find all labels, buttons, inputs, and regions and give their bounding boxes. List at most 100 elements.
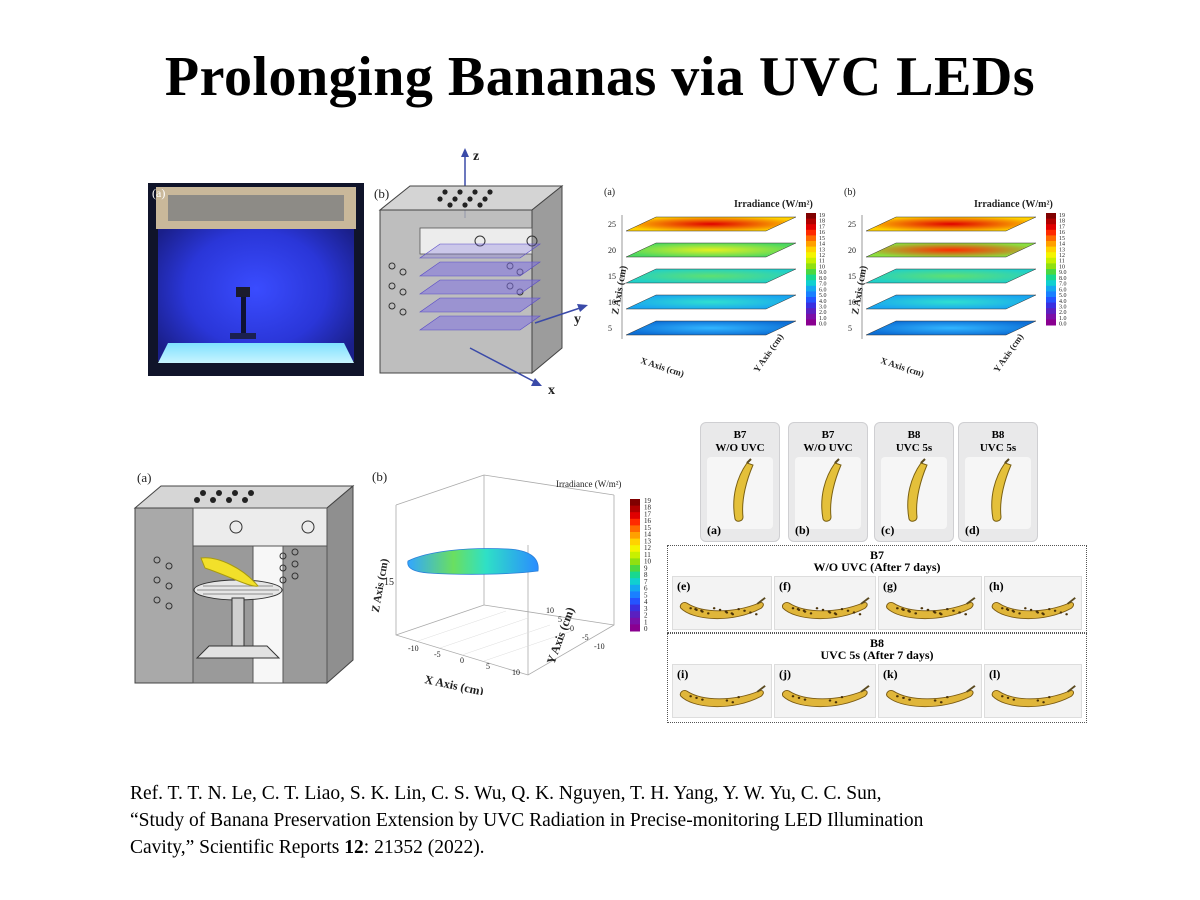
- tile-tag: (g): [883, 579, 897, 593]
- axis-y-label: y: [574, 312, 581, 327]
- tile-tag: (l): [989, 667, 1001, 681]
- z-tick: 25: [848, 220, 856, 229]
- banana-photo: [881, 457, 947, 529]
- tile-tag: (i): [677, 667, 689, 681]
- colorbar-swatch: [630, 551, 640, 559]
- colorbar-swatch: [630, 558, 640, 566]
- card-line2: UVC 5s: [895, 442, 933, 454]
- z-tick: 15: [608, 272, 616, 281]
- banana-after-photo: (f): [774, 576, 876, 630]
- colorbar-tick: 14: [644, 531, 652, 539]
- irradiance-plane: [865, 216, 1037, 232]
- reference-volume: 12: [344, 837, 364, 858]
- fig2-panel-label: (b): [844, 187, 856, 198]
- banana-after-photo: (k): [878, 664, 982, 718]
- banana-card: B7 W/O UVC (b): [788, 422, 868, 542]
- colorbar-tick: 19: [644, 497, 652, 505]
- z-tick: 10: [848, 298, 856, 307]
- colorbar-tick: 10: [819, 264, 825, 270]
- colorbar-swatch: [1046, 319, 1056, 326]
- colorbar-tick: 2.0: [1059, 310, 1067, 316]
- colorbar-tick: 4: [644, 598, 648, 606]
- colorbar-tick: 18: [819, 219, 825, 225]
- y-tick: 10: [546, 606, 554, 615]
- colorbar-swatch: [1046, 269, 1056, 276]
- colorbar-swatch: [1046, 297, 1056, 304]
- colorbar-swatch: [806, 218, 816, 225]
- colorbar-swatch: [630, 518, 640, 526]
- axis-z-label: z: [473, 149, 479, 164]
- colorbar-swatch: [806, 269, 816, 276]
- banana-after-photo: (i): [672, 664, 772, 718]
- colorbar-tick: 5.0: [819, 293, 827, 299]
- colorbar-tick: 6: [644, 585, 648, 593]
- colorbar-tick: 9.0: [819, 270, 827, 276]
- colorbar-swatch: [630, 591, 640, 599]
- colorbar-tick: 17: [1059, 224, 1065, 230]
- colorbar-tick: 1.0: [1059, 316, 1067, 322]
- fig3-panel-b-label: (b): [372, 469, 387, 484]
- banana-after-photo: (j): [774, 664, 876, 718]
- colorbar-tick: 11: [644, 551, 651, 559]
- fig2-y-axis-label: Y Axis (cm): [991, 332, 1025, 374]
- irradiance-plane: [625, 268, 797, 284]
- colorbar-swatch: [630, 499, 640, 507]
- colorbar-tick: 10: [644, 558, 652, 566]
- fig3-x-axis-label: X Axis (cm): [423, 672, 485, 695]
- y-tick: -5: [582, 633, 589, 642]
- colorbar-swatch: [630, 598, 640, 606]
- colorbar-swatch: [806, 213, 816, 220]
- colorbar-tick: 11: [1059, 259, 1065, 265]
- colorbar-tick: 1: [644, 618, 648, 626]
- photo-label: (a): [152, 186, 165, 200]
- colorbar-tick: 6.0: [1059, 287, 1067, 293]
- colorbar-swatch: [630, 624, 640, 632]
- banana-after-photo: (h): [984, 576, 1082, 630]
- group-b7-line2: W/O UVC (After 7 days): [813, 560, 941, 574]
- z-tick: 25: [608, 220, 616, 229]
- banana-after-photo: (l): [984, 664, 1082, 718]
- colorbar-swatch: [630, 538, 640, 546]
- colorbar-swatch: [806, 319, 816, 326]
- colorbar-tick: 6.0: [819, 287, 827, 293]
- z-tick: 10: [608, 298, 616, 307]
- fig2-y-axis-label: Y Axis (cm): [751, 332, 785, 374]
- fig2-x-axis-label: X Axis (cm): [639, 355, 685, 378]
- colorbar-tick: 17: [644, 510, 652, 518]
- irradiance-stack-b: (b)Irradiance (W/m²)19181716151413121110…: [844, 187, 1067, 379]
- colorbar-tick: 16: [1059, 230, 1065, 236]
- banana-irradiance-plot: (b) Irradiance (W/m²) -10-505101050-5-10…: [370, 469, 652, 695]
- colorbar-swatch: [1046, 285, 1056, 292]
- colorbar-swatch: [806, 241, 816, 248]
- colorbar-swatch: [630, 512, 640, 520]
- reference-citation: Ref. T. T. N. Le, C. T. Liao, S. K. Lin,…: [130, 780, 1110, 861]
- reference-line-1: Ref. T. T. N. Le, C. T. Liao, S. K. Lin,…: [130, 783, 882, 804]
- colorbar-swatch: [806, 285, 816, 292]
- colorbar-swatch: [806, 229, 816, 236]
- colorbar-tick: 15: [644, 524, 652, 532]
- colorbar-tick: 3.0: [819, 304, 827, 310]
- colorbar-swatch: [630, 545, 640, 553]
- colorbar-swatch: [1046, 252, 1056, 259]
- colorbar-tick: 17: [819, 224, 825, 230]
- colorbar-swatch: [806, 297, 816, 304]
- colorbar-swatch: [806, 302, 816, 309]
- colorbar-swatch: [1046, 313, 1056, 320]
- colorbar-tick: 2.0: [819, 310, 827, 316]
- banana-photo: [795, 457, 861, 529]
- colorbar-tick: 3.0: [1059, 304, 1067, 310]
- banana-photo: [965, 457, 1031, 529]
- colorbar-tick: 14: [819, 242, 825, 248]
- colorbar-swatch: [1046, 274, 1056, 281]
- colorbar-swatch: [630, 584, 640, 592]
- colorbar-tick: 12: [819, 253, 825, 259]
- fig2-panel-label: (a): [604, 187, 615, 198]
- colorbar-tick: 4.0: [1059, 299, 1067, 305]
- colorbar-tick: 5: [644, 591, 648, 599]
- colorbar-swatch: [1046, 213, 1056, 220]
- colorbar-swatch: [630, 604, 640, 612]
- colorbar-tick: 18: [644, 504, 652, 512]
- cavity-label: (b): [374, 186, 389, 201]
- colorbar-swatch: [1046, 229, 1056, 236]
- tile-tag: (f): [779, 579, 791, 593]
